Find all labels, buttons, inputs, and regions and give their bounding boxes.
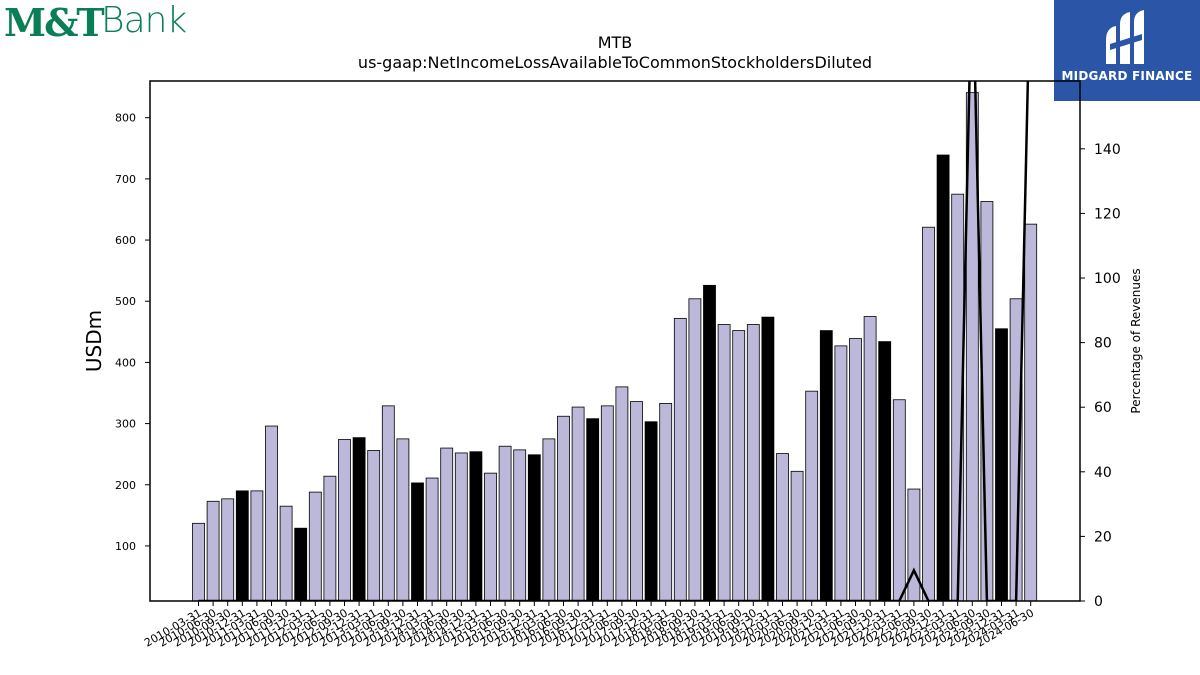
y-tick-label: 100: [115, 540, 136, 553]
y-axis-label: USDm: [82, 310, 106, 372]
bar-2019-09-30: [746, 324, 760, 601]
bar-2014-03-31: [425, 477, 439, 601]
bar-2015-06-30: [498, 445, 512, 601]
bar-2022-12-31: [936, 154, 950, 601]
y2-axis-label: Percentage of Revenues: [1129, 268, 1143, 413]
y-tick-label: 500: [115, 295, 136, 308]
bar-2020-12-31: [819, 330, 833, 601]
bar-2013-09-30: [396, 438, 410, 601]
y2-tick-label: 140: [1094, 142, 1121, 158]
plot-frame: [149, 80, 1081, 602]
bar-2018-03-31: [659, 402, 673, 601]
bar-2014-12-31: [469, 451, 483, 601]
y2-axis: 0 20 40 60 80 100 120 140: [1080, 142, 1121, 610]
percentage-line: [198, 81, 1030, 601]
bar-2013-12-31: [411, 482, 424, 601]
y-tick-label: 700: [115, 173, 136, 186]
y-axis: 100 200 300 400 500 600 700 800: [115, 112, 150, 553]
bar-2017-03-31: [600, 405, 614, 601]
bar-2022-06-30: [907, 488, 921, 601]
brand-name: MIDGARD FINANCE: [1061, 69, 1193, 83]
bar-2011-03-31: [250, 490, 264, 601]
bar-2018-09-30: [688, 298, 702, 601]
bar-2015-09-30: [513, 449, 527, 601]
bar-2013-06-30: [381, 405, 395, 601]
bar-2019-06-30: [732, 330, 746, 601]
y-tick-label: 400: [115, 356, 136, 369]
y2-tick-label: 60: [1094, 400, 1112, 416]
bar-2017-06-30: [615, 386, 629, 601]
bar-2024-03-31: [1009, 298, 1023, 601]
bar-2022-09-30: [922, 226, 935, 601]
y2-tick-label: 100: [1094, 271, 1121, 287]
bar-2018-12-31: [703, 284, 716, 601]
bar-2014-06-30: [440, 447, 454, 601]
y2-tick-label: 120: [1094, 206, 1121, 222]
logo-mark: M&T: [4, 0, 105, 45]
y2-tick-label: 80: [1094, 336, 1112, 352]
x-axis: 2010-03-312010-06-302010-09-302010-12-31…: [142, 601, 1036, 650]
bar-2021-12-31: [878, 341, 892, 601]
y2-tick-label: 0: [1094, 594, 1103, 610]
y2-tick-label: 40: [1094, 465, 1112, 481]
bar-2011-09-30: [279, 505, 293, 601]
chart-subtitle: us-gaap:NetIncomeLossAvailableToCommonSt…: [358, 53, 872, 72]
bar-2011-06-30: [265, 425, 278, 601]
bar-2015-03-31: [484, 472, 497, 601]
bar-2019-03-31: [717, 324, 731, 601]
y-tick-label: 600: [115, 234, 136, 247]
bar-2021-06-30: [849, 338, 862, 601]
bar-2016-12-31: [586, 418, 600, 601]
mt-bank-logo: M&T Bank: [4, 0, 204, 45]
bar-2023-12-31: [995, 328, 1008, 601]
bar-2017-12-31: [644, 421, 658, 601]
logo-wordmark: Bank: [101, 0, 187, 41]
bar-2020-06-30: [790, 470, 804, 601]
bar-2010-06-30: [206, 500, 220, 601]
bar-2010-03-31: [192, 522, 205, 601]
midgard-emblem-icon: [1106, 10, 1144, 64]
bar-2021-03-31: [834, 345, 848, 601]
bar-2012-09-30: [338, 439, 351, 601]
line-series: [198, 81, 1030, 601]
bar-2020-03-31: [776, 453, 789, 601]
bar-2017-09-30: [630, 401, 643, 601]
y-tick-label: 200: [115, 479, 136, 492]
bar-2010-12-31: [235, 490, 249, 601]
bar-2016-09-30: [571, 406, 585, 601]
bar-2016-06-30: [557, 415, 570, 601]
bar-2014-09-30: [454, 452, 468, 601]
bar-2010-09-30: [221, 498, 235, 601]
bar-2012-03-31: [308, 491, 322, 601]
bar-series: [192, 92, 1038, 601]
bar-2024-06-30: [1024, 223, 1038, 601]
bar-2021-09-30: [863, 316, 877, 601]
chart-title: MTB: [598, 33, 633, 52]
bar-2023-06-30: [965, 92, 979, 601]
y-tick-label: 800: [115, 112, 136, 125]
bar-2012-06-30: [323, 475, 337, 601]
y-tick-label: 300: [115, 418, 136, 431]
bar-2013-03-31: [367, 450, 381, 601]
bar-2011-12-31: [294, 527, 308, 601]
midgard-finance-logo: MIDGARD FINANCE: [1054, 0, 1200, 101]
bar-2018-06-30: [673, 317, 687, 601]
bar-2015-12-31: [527, 454, 541, 601]
bar-2020-09-30: [805, 390, 819, 601]
bar-2016-03-31: [542, 438, 556, 601]
y2-tick-label: 20: [1094, 529, 1112, 545]
bar-2022-03-31: [892, 399, 906, 601]
bar-2012-12-31: [352, 437, 366, 601]
bar-2019-12-31: [761, 316, 775, 601]
